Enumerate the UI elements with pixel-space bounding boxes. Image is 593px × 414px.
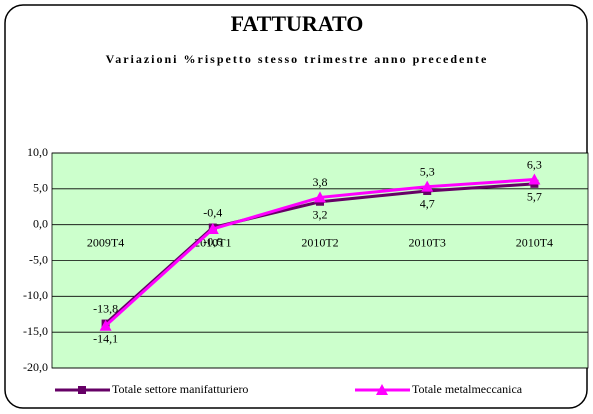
data-label: 5,7 — [527, 190, 542, 204]
marker — [528, 173, 541, 185]
data-label: 5,3 — [420, 164, 435, 178]
data-label: -13,8 — [93, 301, 118, 315]
chart-title: FATTURATO — [231, 11, 364, 36]
marker — [99, 319, 112, 331]
marker — [206, 222, 219, 234]
data-label: -0,4 — [203, 205, 222, 219]
y-tick-label: -20,0 — [23, 360, 48, 374]
chart-subtitle: Variazioni %rispetto stesso trimestre an… — [105, 52, 489, 66]
y-tick-label: -5,0 — [29, 252, 48, 266]
data-label: 3,8 — [313, 175, 328, 189]
legend-label: Totale metalmeccanica — [412, 382, 523, 396]
data-label: 3,2 — [313, 207, 328, 221]
data-label: 6,3 — [527, 157, 542, 171]
x-tick-label: 2010T4 — [516, 235, 553, 249]
x-tick-label: 2009T4 — [87, 235, 124, 249]
data-label: 4,7 — [420, 197, 435, 211]
legend-marker — [78, 386, 86, 394]
y-tick-label: -10,0 — [23, 288, 48, 302]
x-tick-label: 2010T2 — [301, 235, 338, 249]
legend-label: Totale settore manifatturiero — [112, 382, 248, 396]
y-tick-label: 5,0 — [33, 181, 48, 195]
subtitle-box: Variazioni %rispetto stesso trimestre an… — [105, 52, 489, 66]
data-label: -0,6 — [203, 235, 222, 249]
marker — [421, 180, 434, 192]
y-tick-label: -15,0 — [23, 324, 48, 338]
marker — [314, 191, 326, 203]
legend-marker — [376, 384, 388, 395]
y-tick-label: 10,0 — [27, 145, 48, 159]
data-label: -14,1 — [93, 331, 118, 345]
x-tick-label: 2010T3 — [409, 235, 446, 249]
y-tick-label: 0,0 — [33, 216, 48, 230]
